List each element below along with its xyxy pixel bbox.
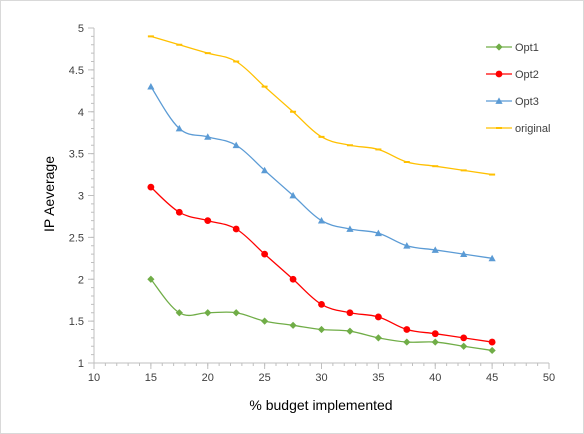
x-tick-label: 15: [145, 372, 157, 384]
legend-marker: [495, 70, 503, 78]
data-point: [175, 124, 183, 132]
series-opt1: [147, 275, 496, 355]
data-point: [403, 161, 410, 163]
series-layer: [147, 35, 496, 355]
data-point: [346, 144, 353, 147]
series-line: [150, 186, 493, 343]
y-tick-label: 2: [78, 274, 84, 286]
data-point: [147, 83, 155, 90]
data-point: [204, 217, 212, 225]
series-opt3: [147, 83, 496, 262]
series-original: [147, 35, 496, 176]
data-point: [374, 313, 382, 321]
series-line: [150, 35, 493, 176]
data-point: [289, 275, 297, 283]
data-point: [460, 334, 468, 342]
data-point: [431, 246, 439, 253]
data-point: [488, 254, 496, 262]
data-point: [403, 326, 411, 333]
data-point: [175, 208, 183, 216]
data-point: [318, 135, 325, 138]
data-point: [204, 309, 212, 317]
x-tick-label: 10: [88, 372, 100, 384]
data-point: [317, 325, 326, 334]
legend: Opt1 Opt2 Opt3 original: [486, 42, 550, 135]
y-tick-label: 1.5: [69, 316, 84, 328]
data-point: [431, 330, 439, 338]
x-tick-label: 30: [315, 372, 327, 384]
legend-item-opt3: Opt3: [486, 96, 539, 108]
legend-marker: [495, 43, 503, 51]
data-point: [175, 309, 183, 317]
x-tick-label: 50: [543, 372, 555, 384]
data-point: [289, 321, 297, 329]
data-point: [403, 242, 411, 249]
data-point: [261, 166, 269, 174]
legend-label: original: [515, 123, 550, 135]
data-point: [204, 133, 212, 140]
data-point: [261, 250, 269, 258]
data-point: [147, 183, 155, 191]
series-line: [150, 278, 493, 352]
x-tick-label: 20: [202, 372, 214, 384]
data-point: [488, 338, 496, 346]
legend-label: Opt1: [515, 42, 539, 54]
x-axis-title: % budget implemented: [249, 397, 392, 413]
data-point: [290, 110, 297, 113]
data-point: [431, 338, 439, 346]
y-tick-label: 2.5: [69, 232, 84, 244]
data-point: [232, 225, 240, 233]
data-point: [346, 327, 354, 335]
y-tick-label: 1: [78, 358, 84, 370]
legend-label: Opt2: [515, 69, 539, 81]
data-point: [375, 148, 382, 151]
data-point: [261, 317, 269, 325]
data-point: [460, 342, 468, 350]
legend-item-original: original: [486, 123, 550, 135]
series-opt2: [147, 183, 496, 346]
x-tick-label: 40: [429, 372, 441, 384]
y-tick-label: 3: [78, 191, 84, 203]
data-point: [317, 217, 326, 224]
legend-item-opt2: Opt2: [486, 69, 539, 81]
data-point: [346, 225, 354, 232]
legend-marker: [495, 97, 503, 104]
legend-label: Opt3: [515, 96, 539, 108]
data-point: [488, 346, 496, 355]
data-point: [318, 300, 325, 308]
data-point: [147, 35, 154, 38]
data-point: [403, 338, 411, 346]
data-point: [374, 334, 382, 342]
data-point: [261, 85, 268, 88]
y-tick-label: 5: [78, 23, 84, 35]
data-point: [346, 309, 354, 317]
data-point: [204, 52, 211, 55]
x-tick-label: 25: [259, 372, 271, 384]
data-point: [232, 141, 240, 149]
legend-marker: [496, 127, 502, 129]
data-point: [432, 165, 439, 168]
data-point: [460, 250, 468, 258]
y-tick-label: 3.5: [69, 149, 84, 161]
data-point: [489, 173, 496, 176]
y-tick-label: 4: [78, 107, 84, 119]
x-tick-label: 45: [486, 372, 498, 384]
y-axis-title: IP Aeverage: [41, 156, 57, 232]
axes: 10 15 20 25 30 35 40 45 50 1 1.5 2 2.5 3 3.5 4 4.5 5: [69, 23, 555, 384]
x-tick-label: 35: [372, 372, 384, 384]
data-point: [233, 60, 240, 63]
data-point: [460, 169, 467, 172]
data-point: [289, 191, 297, 199]
data-point: [176, 43, 183, 46]
y-tick-label: 4.5: [69, 65, 84, 77]
legend-item-opt1: Opt1: [486, 42, 539, 54]
data-point: [374, 229, 382, 237]
data-point: [147, 275, 155, 283]
series-line: [150, 86, 493, 259]
data-point: [232, 309, 240, 317]
